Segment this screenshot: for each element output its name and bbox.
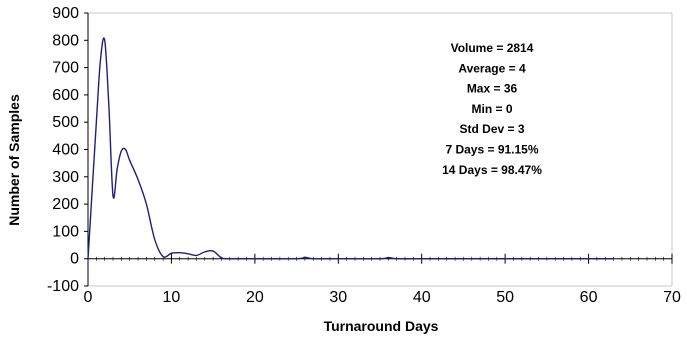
y-tick-label: 900 — [52, 5, 79, 22]
x-tick-label: 40 — [413, 289, 431, 306]
y-tick-label: 600 — [52, 87, 79, 104]
x-tick-label: 20 — [246, 289, 264, 306]
y-tick-label: 500 — [52, 114, 79, 131]
y-tick-label: 200 — [52, 196, 79, 213]
stat-annotation: 14 Days = 98.47% — [442, 163, 542, 177]
x-tick-label: 30 — [329, 289, 347, 306]
stat-annotation: Average = 4 — [458, 61, 526, 75]
y-tick-label: 400 — [52, 142, 79, 159]
y-tick-label: 700 — [52, 60, 79, 77]
x-axis-title: Turnaround Days — [324, 318, 439, 334]
y-tick-label: -100 — [47, 278, 79, 295]
x-tick-label: 50 — [496, 289, 514, 306]
y-tick-label: 100 — [52, 223, 79, 240]
stat-annotation: 7 Days = 91.15% — [445, 143, 538, 157]
y-tick-label: 800 — [52, 32, 79, 49]
y-tick-label: 0 — [70, 251, 79, 268]
x-tick-label: 0 — [84, 289, 93, 306]
series-line-0 — [87, 37, 614, 260]
stat-annotation: Max = 36 — [467, 82, 518, 96]
y-axis-title: Number of Samples — [6, 94, 22, 226]
y-tick-label: 300 — [52, 169, 79, 186]
x-tick-label: 60 — [580, 289, 598, 306]
stat-annotation: Min = 0 — [471, 102, 512, 116]
stat-annotation: Std Dev = 3 — [459, 122, 524, 136]
x-tick-label: 70 — [663, 289, 681, 306]
stat-annotation: Volume = 2814 — [451, 41, 534, 55]
x-tick-label: 10 — [163, 289, 181, 306]
